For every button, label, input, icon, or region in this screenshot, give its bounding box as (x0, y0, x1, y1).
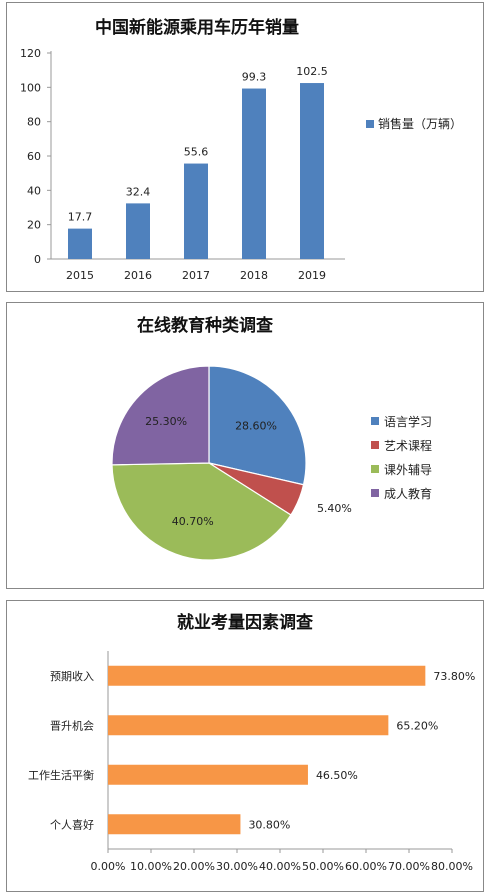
employment-x-tick-label: 80.00% (431, 860, 473, 873)
employment-x-tick-label: 0.00% (91, 860, 126, 873)
pie-slice (111, 365, 210, 466)
sales-chart-title: 中国新能源乘用车历年销量 (95, 17, 299, 38)
employment-bar (108, 665, 426, 686)
pie-legend-swatch (371, 441, 379, 449)
employment-x-tick-label: 40.00% (259, 860, 301, 873)
sales-bar-chart: 中国新能源乘用车历年销量 0 20 40 60 80 100 120 17.7 2015 32.… (20, 17, 462, 282)
sales-x-tick-label: 2017 (182, 269, 210, 282)
sales-bar (126, 203, 150, 259)
employment-bar-value-label: 30.80% (248, 818, 290, 831)
employment-category-label: 晋升机会 (50, 718, 94, 732)
employment-x-tick-label: 50.00% (302, 860, 344, 873)
education-chart-title: 在线教育种类调查 (137, 315, 274, 336)
sales-y-tick-label: 120 (20, 47, 41, 60)
sales-bar (300, 83, 324, 260)
employment-bar (108, 814, 241, 835)
pie-legend-label: 成人教育 (384, 486, 432, 501)
sales-x-tick-label: 2018 (240, 269, 268, 282)
sales-bar-value-label: 99.3 (242, 71, 267, 84)
employment-bar-chart: 就业考量因素调查 0.00% 10.00% 20.00% 30.00% 40.00% 50… (28, 612, 475, 873)
employment-bar (108, 715, 389, 736)
sales-bar-value-label: 102.5 (296, 65, 328, 78)
sales-y-tick-label: 20 (27, 219, 41, 232)
sales-x-tick-label: 2019 (298, 269, 326, 282)
employment-bar-value-label: 65.20% (396, 719, 438, 732)
pie-slice-label: 25.30% (145, 415, 187, 428)
sales-legend-swatch (366, 120, 374, 128)
employment-x-tick-label: 30.00% (216, 860, 258, 873)
sales-bar-value-label: 32.4 (126, 185, 151, 198)
employment-x-tick-label: 20.00% (173, 860, 215, 873)
education-pie-chart: 在线教育种类调查 28.60% 5.40% 40.70% 25.30% 语言学习艺术课… (111, 315, 432, 561)
sales-bar (242, 88, 266, 259)
employment-x-tick-label: 60.00% (345, 860, 387, 873)
sales-x-tick-label: 2016 (124, 269, 152, 282)
pie-legend-label: 艺术课程 (384, 438, 432, 453)
sales-x-tick-label: 2015 (66, 269, 94, 282)
education-chart-panel: 在线教育种类调查 28.60% 5.40% 40.70% 25.30% 语言学习艺术课… (6, 302, 484, 589)
employment-bar (108, 764, 308, 785)
sales-chart-panel: 中国新能源乘用车历年销量 0 20 40 60 80 100 120 17.7 2015 32.… (6, 2, 484, 292)
pie-legend-swatch (371, 417, 379, 425)
sales-bar-value-label: 17.7 (68, 211, 93, 224)
employment-category-label: 个人喜好 (50, 817, 94, 831)
sales-y-tick-label: 80 (27, 116, 41, 129)
sales-bar (68, 228, 92, 259)
pie-legend-swatch (371, 465, 379, 473)
pie-slice-label: 40.70% (172, 515, 214, 528)
sales-legend-label: 销售量（万辆） (378, 116, 462, 131)
employment-category-label: 工作生活平衡 (28, 768, 94, 782)
sales-y-tick-label: 60 (27, 150, 41, 163)
pie-legend-label: 语言学习 (384, 414, 432, 429)
sales-bar-value-label: 55.6 (184, 146, 209, 159)
employment-chart-panel: 就业考量因素调查 0.00% 10.00% 20.00% 30.00% 40.00% 50… (6, 600, 484, 892)
employment-bar-value-label: 46.50% (316, 769, 358, 782)
employment-chart-title: 就业考量因素调查 (177, 612, 314, 633)
sales-y-tick-label: 40 (27, 184, 41, 197)
pie-legend-swatch (371, 489, 379, 497)
pie-slice-label: 5.40% (317, 502, 352, 515)
employment-x-tick-label: 10.00% (130, 860, 172, 873)
pie-legend-label: 课外辅导 (384, 463, 432, 477)
pie-slice (111, 462, 292, 561)
sales-bar (184, 163, 208, 259)
pie-slice-label: 28.60% (235, 420, 277, 433)
employment-x-tick-label: 70.00% (388, 860, 430, 873)
sales-y-tick-label: 100 (20, 81, 41, 94)
employment-bar-value-label: 73.80% (433, 670, 475, 683)
employment-category-label: 预期收入 (50, 669, 94, 683)
sales-y-tick-label: 0 (34, 253, 41, 266)
pie-slice (208, 365, 307, 486)
